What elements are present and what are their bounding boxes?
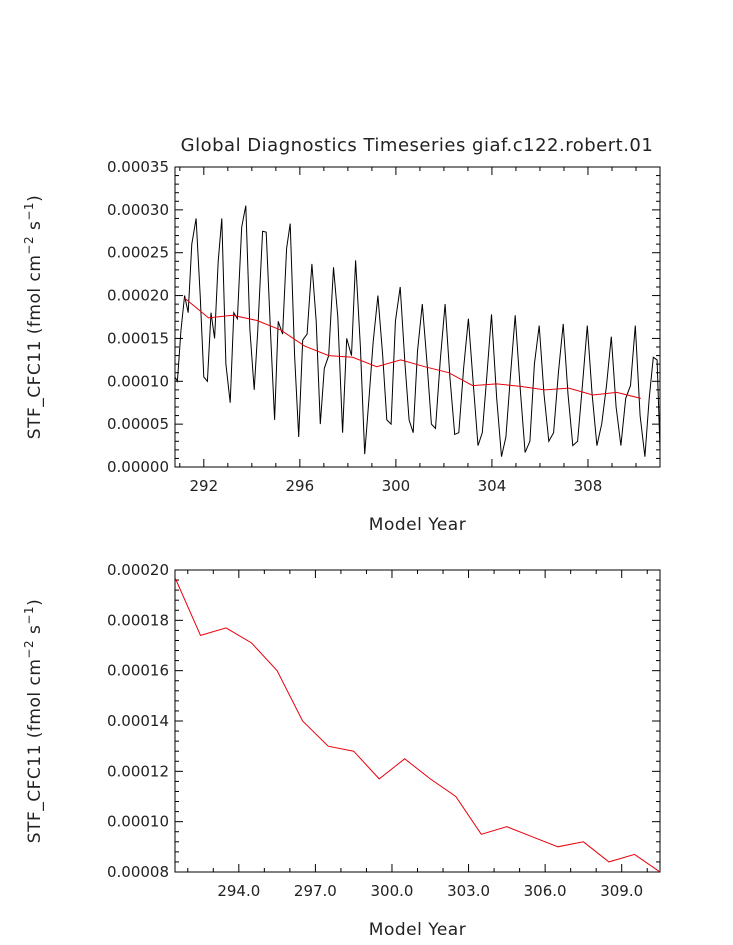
x-tick-label: 306.0 bbox=[524, 882, 567, 900]
x-tick-label: 304 bbox=[478, 477, 507, 495]
y-tick-label: 0.00000 bbox=[107, 458, 169, 476]
x-tick-label: 292 bbox=[189, 477, 218, 495]
y-tick-label: 0.00020 bbox=[107, 287, 169, 305]
x-tick-label: 294.0 bbox=[217, 882, 260, 900]
y-axis-title: STF_CFC11 (fmol cm−2 s−1) bbox=[22, 599, 45, 843]
y-tick-label: 0.00008 bbox=[107, 863, 169, 881]
y-tick-label: 0.00020 bbox=[107, 561, 169, 579]
x-axis-title: Model Year bbox=[369, 515, 466, 535]
figure-title: Global Diagnostics Timeseries giaf.c122.… bbox=[181, 135, 654, 156]
x-tick-label: 309.0 bbox=[600, 882, 643, 900]
plot-frame bbox=[174, 569, 661, 873]
x-tick-label: 296 bbox=[286, 477, 315, 495]
series-line-annual-mean bbox=[184, 297, 641, 399]
y-tick-label: 0.00015 bbox=[107, 329, 169, 347]
series-line-monthly bbox=[175, 205, 660, 457]
y-tick-label: 0.00030 bbox=[107, 201, 169, 219]
y-tick-label: 0.00025 bbox=[107, 244, 169, 262]
series-line-annual-mean bbox=[175, 577, 660, 872]
bottom-panel: 0.00008 0.00010 0.00012 0.00014 0.00016 0.000… bbox=[22, 561, 661, 940]
x-tick-label: 297.0 bbox=[294, 882, 337, 900]
y-tick-label: 0.00010 bbox=[107, 372, 169, 390]
y-tick-label: 0.00014 bbox=[107, 712, 169, 730]
y-tick-label: 0.00016 bbox=[107, 662, 169, 680]
y-tick-label: 0.00010 bbox=[107, 813, 169, 831]
y-axis-title: STF_CFC11 (fmol cm−2 s−1) bbox=[22, 195, 45, 439]
x-tick-label: 300.0 bbox=[370, 882, 413, 900]
x-axis-title: Model Year bbox=[369, 920, 466, 940]
top-panel: 0.00000 0.00005 0.00010 0.00015 0.00020 0.000… bbox=[22, 158, 661, 535]
x-tick-label: 303.0 bbox=[447, 882, 490, 900]
y-tick-label: 0.00035 bbox=[107, 158, 169, 176]
y-tick-label: 0.00012 bbox=[107, 762, 169, 780]
x-tick-label: 300 bbox=[382, 477, 411, 495]
y-tick-label: 0.00005 bbox=[107, 415, 169, 433]
x-tick-label: 308 bbox=[574, 477, 603, 495]
y-tick-label: 0.00018 bbox=[107, 611, 169, 629]
plot-frame bbox=[174, 166, 661, 468]
